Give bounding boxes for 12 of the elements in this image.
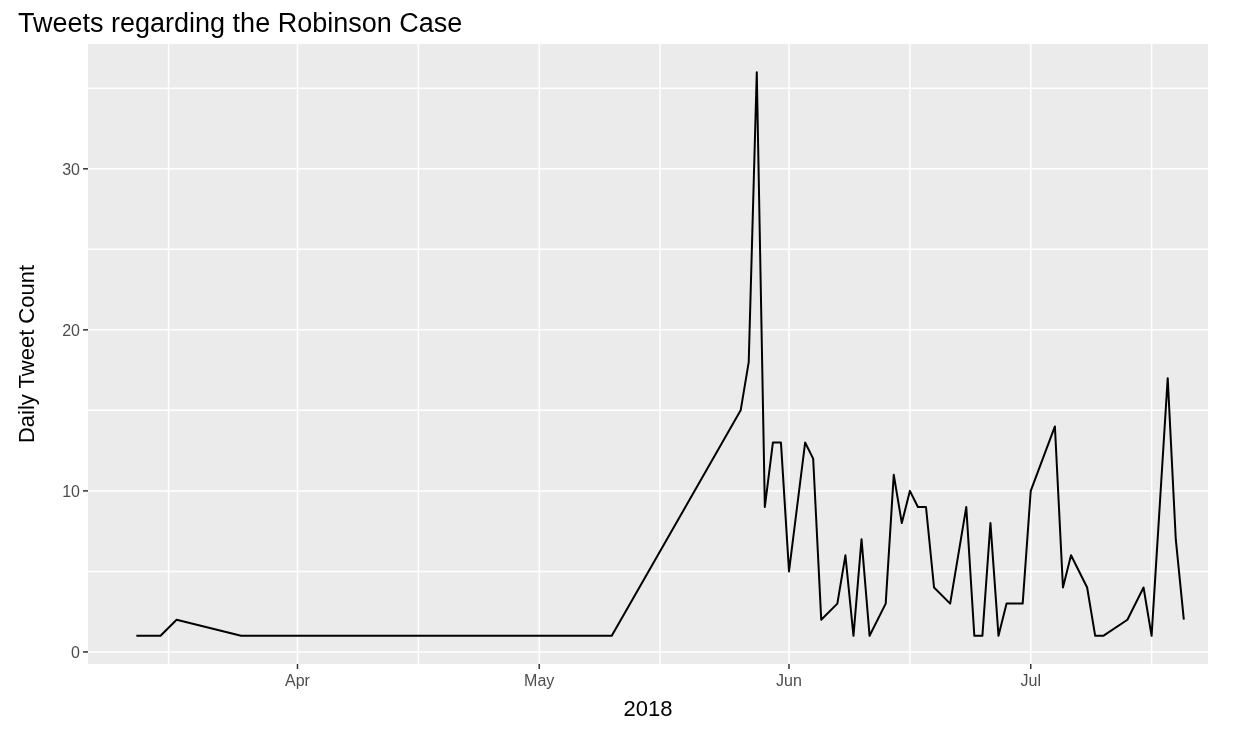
y-tick-label: 20 [62,321,81,339]
y-tick-label: 10 [62,482,81,500]
y-axis-title: Daily Tweet Count [13,264,39,444]
x-axis-title: 2018 [623,696,673,721]
y-tick-label: 0 [71,643,81,661]
x-tick-label: May [524,672,555,689]
x-tick-label: Jul [1020,672,1041,689]
line-series [135,71,1185,637]
x-tick-label: Apr [285,672,311,689]
x-tick-label: Jun [776,672,802,689]
y-tick-label: 30 [62,160,81,178]
chart-title: Tweets regarding the Robinson Case [18,8,464,40]
